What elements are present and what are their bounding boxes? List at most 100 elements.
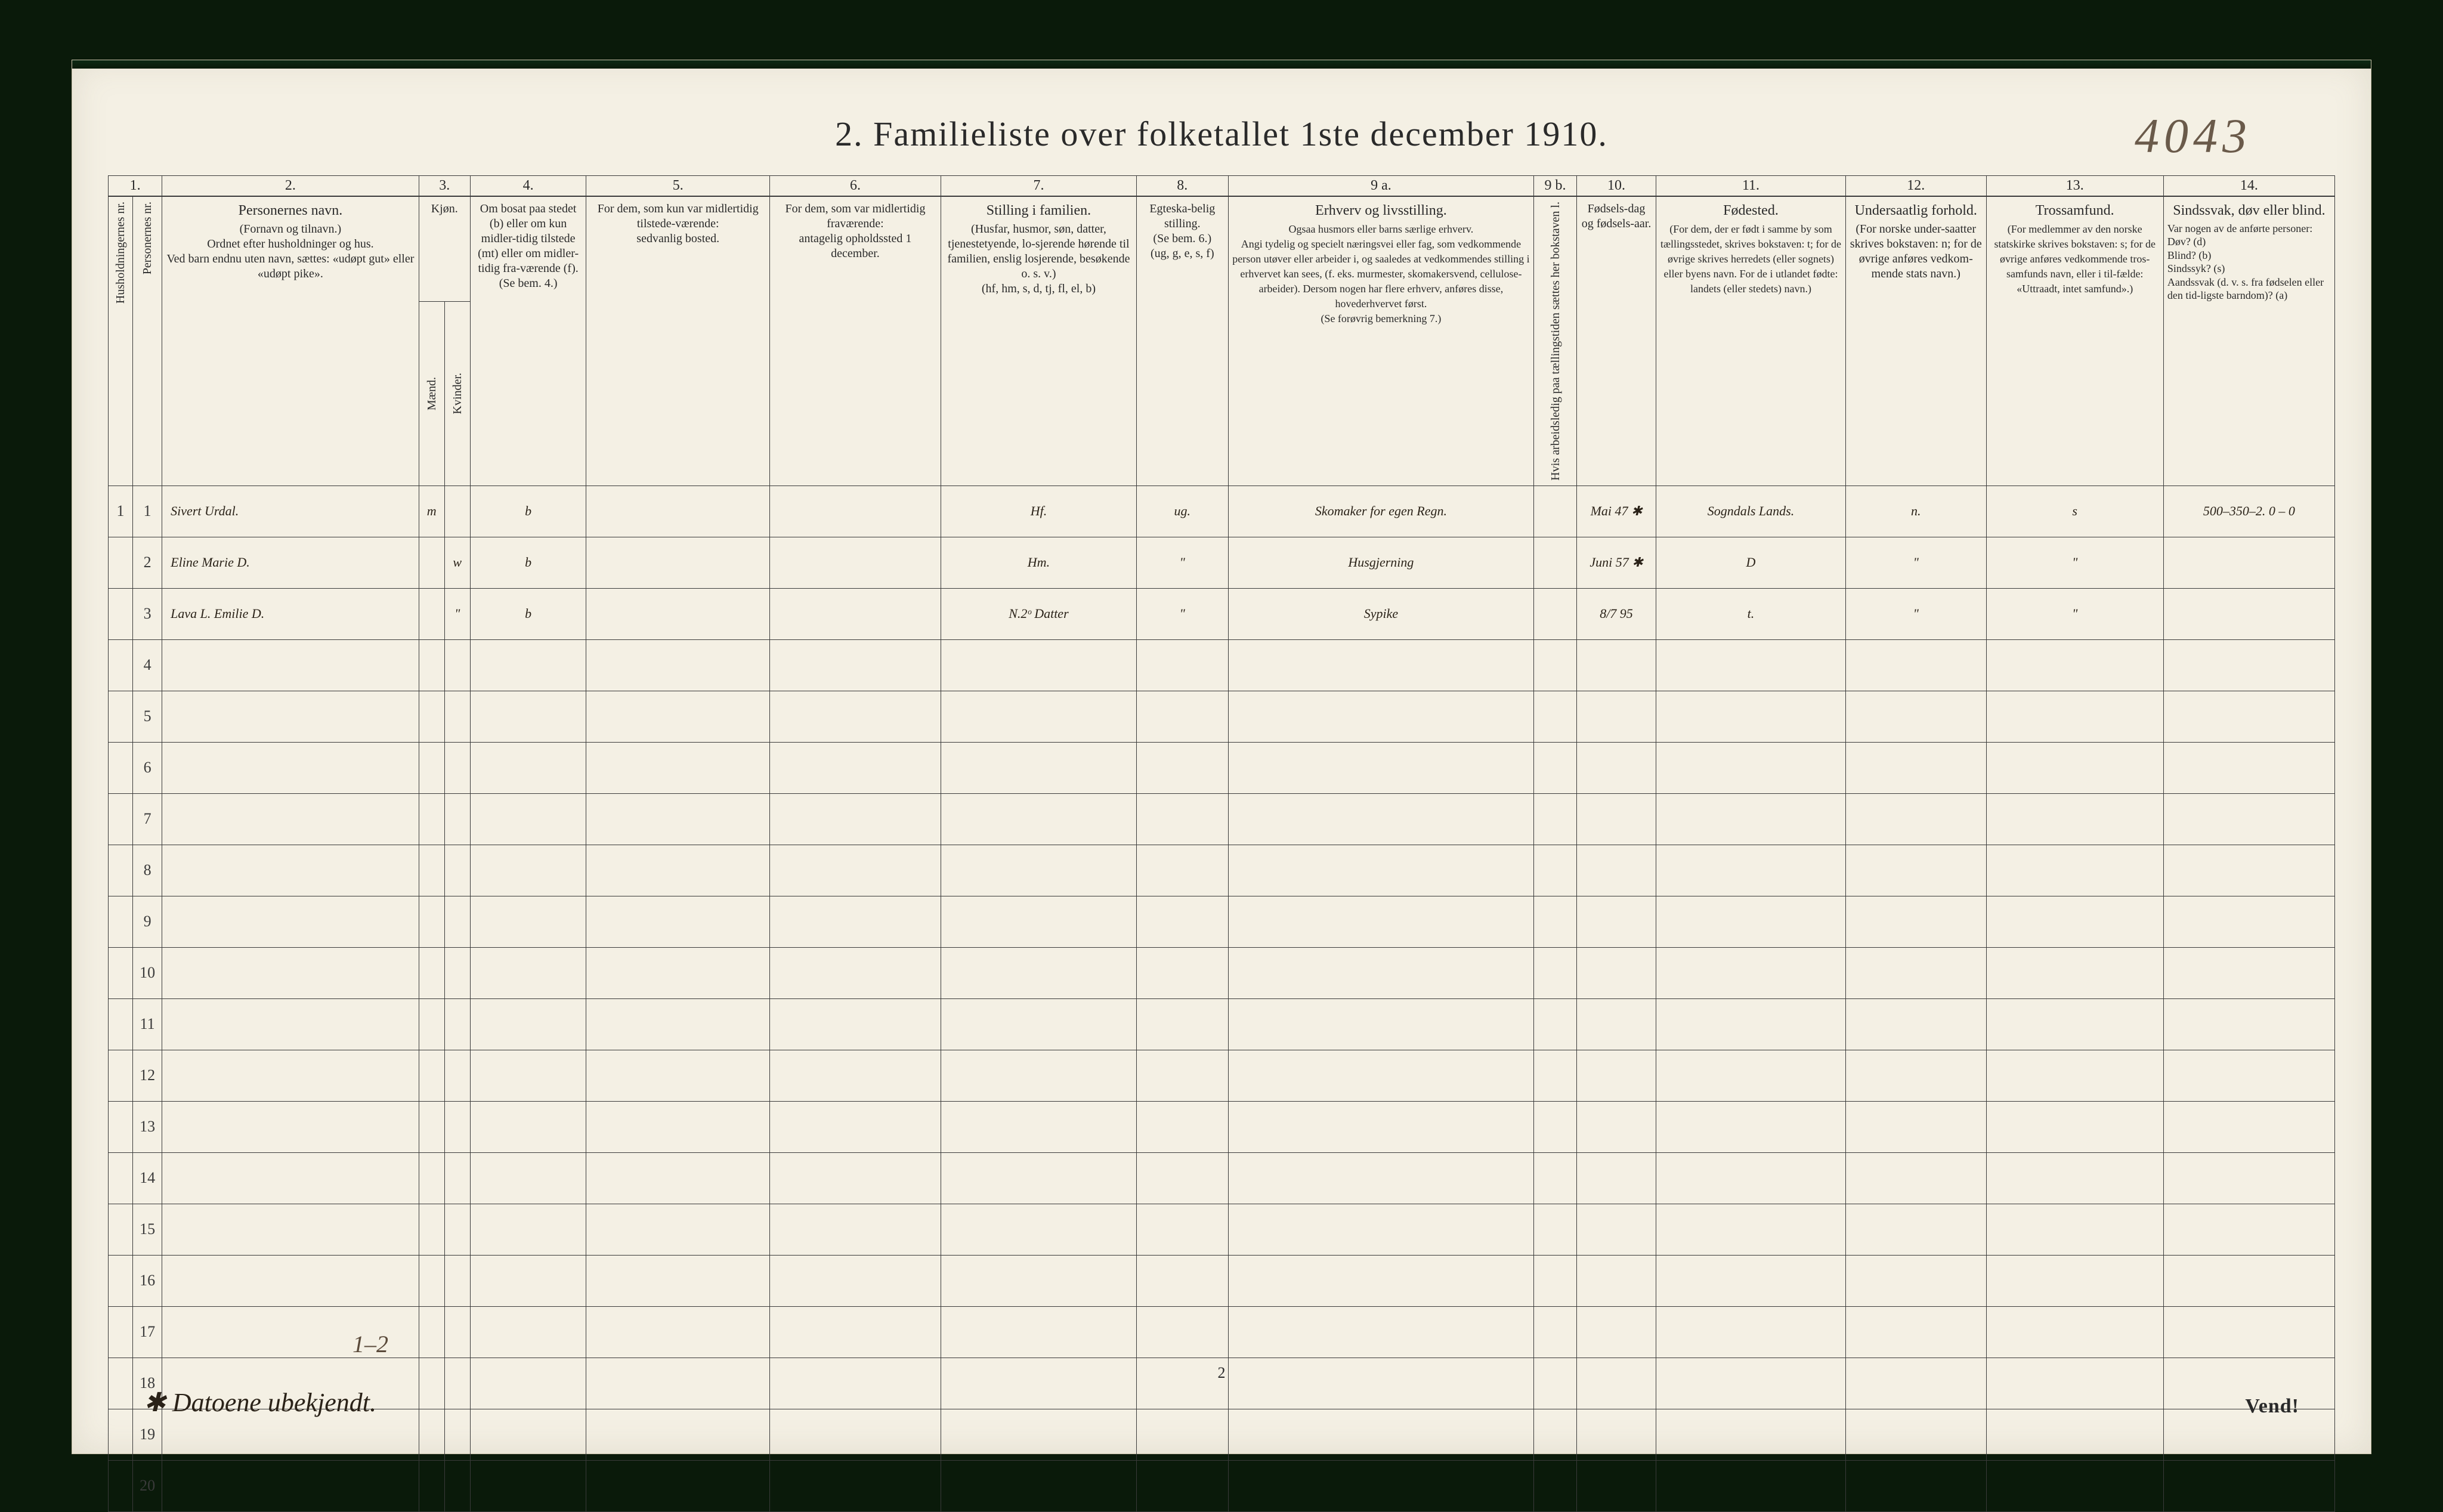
cell-occupation: Husgjerning <box>1228 537 1533 588</box>
cell-sex-m <box>419 537 444 588</box>
cell-temp-present <box>586 1101 769 1152</box>
hdr-citizenship: Undersaatlig forhold.(For norske under-s… <box>1845 196 1986 486</box>
cell-religion <box>1986 639 2163 691</box>
cell-birthdate <box>1576 1358 1656 1409</box>
cell-name: Eline Marie D. <box>162 537 419 588</box>
cell-residence-status <box>470 1101 586 1152</box>
cell-sex-k: w <box>444 537 470 588</box>
cell-household-nr <box>109 947 133 998</box>
cell-sex-k <box>444 691 470 742</box>
cell-unemployed <box>1534 1255 1577 1306</box>
table-row: 14 <box>109 1152 2335 1204</box>
cell-unemployed <box>1534 1050 1577 1101</box>
cell-birthdate <box>1576 1409 1656 1460</box>
cell-family-position <box>941 896 1136 947</box>
table-row: 17 <box>109 1306 2335 1358</box>
table-row: 4 <box>109 639 2335 691</box>
cell-sex-k <box>444 1152 470 1204</box>
cell-birthdate <box>1576 947 1656 998</box>
cell-religion <box>1986 1204 2163 1255</box>
cell-sex-m <box>419 588 444 639</box>
cell-residence-status <box>470 1204 586 1255</box>
hdr-marital-status: Egteska-belig stilling. (Se bem. 6.) (ug… <box>1136 196 1228 486</box>
hdr-family-position: Stilling i familien.(Husfar, husmor, søn… <box>941 196 1136 486</box>
cell-citizenship <box>1845 1255 1986 1306</box>
cell-residence-status <box>470 793 586 845</box>
cell-household-nr <box>109 639 133 691</box>
cell-religion <box>1986 1152 2163 1204</box>
cell-unemployed <box>1534 639 1577 691</box>
cell-birthdate <box>1576 1255 1656 1306</box>
cell-household-nr <box>109 998 133 1050</box>
cell-citizenship <box>1845 793 1986 845</box>
cell-residence-status: b <box>470 588 586 639</box>
cell-temp-absent <box>769 537 941 588</box>
cell-person-nr: 5 <box>132 691 162 742</box>
hdr-temp-absent: For dem, som var midlertidig fraværende:… <box>769 196 941 486</box>
cell-birthplace <box>1656 1460 1846 1511</box>
cell-residence-status <box>470 1358 586 1409</box>
cell-marital-status <box>1136 793 1228 845</box>
cell-name <box>162 1255 419 1306</box>
cell-unemployed <box>1534 486 1577 537</box>
cell-occupation: Sypike <box>1228 588 1533 639</box>
cell-family-position <box>941 1204 1136 1255</box>
cell-family-position <box>941 742 1136 793</box>
cell-birthdate <box>1576 998 1656 1050</box>
cell-birthplace <box>1656 1152 1846 1204</box>
cell-marital-status <box>1136 896 1228 947</box>
cell-temp-present <box>586 1409 769 1460</box>
cell-religion: " <box>1986 537 2163 588</box>
cell-citizenship <box>1845 896 1986 947</box>
cell-sex-k <box>444 998 470 1050</box>
cell-temp-absent <box>769 845 941 896</box>
hdr-unemployed: Hvis arbeidsledig paa tællingstiden sætt… <box>1534 196 1577 486</box>
cell-marital-status <box>1136 1460 1228 1511</box>
cell-occupation <box>1228 639 1533 691</box>
colnum-13: 13. <box>1986 176 2163 196</box>
cell-residence-status <box>470 1152 586 1204</box>
cell-unemployed <box>1534 537 1577 588</box>
cell-family-position <box>941 845 1136 896</box>
cell-temp-absent <box>769 998 941 1050</box>
cell-disability <box>2163 1306 2334 1358</box>
cell-unemployed <box>1534 845 1577 896</box>
cell-residence-status <box>470 947 586 998</box>
cell-sex-m <box>419 1050 444 1101</box>
cell-marital-status <box>1136 1255 1228 1306</box>
table-row: 12 <box>109 1050 2335 1101</box>
cell-household-nr <box>109 1152 133 1204</box>
cell-religion <box>1986 1050 2163 1101</box>
cell-citizenship: n. <box>1845 486 1986 537</box>
cell-temp-present <box>586 998 769 1050</box>
cell-unemployed <box>1534 998 1577 1050</box>
cell-person-nr: 9 <box>132 896 162 947</box>
cell-birthplace <box>1656 947 1846 998</box>
cell-citizenship: " <box>1845 537 1986 588</box>
cell-birthplace <box>1656 639 1846 691</box>
cell-religion <box>1986 742 2163 793</box>
cell-citizenship <box>1845 845 1986 896</box>
cell-disability <box>2163 1460 2334 1511</box>
cell-occupation <box>1228 1460 1533 1511</box>
cell-unemployed <box>1534 1204 1577 1255</box>
cell-unemployed <box>1534 1409 1577 1460</box>
cell-person-nr: 3 <box>132 588 162 639</box>
cell-sex-k <box>444 1460 470 1511</box>
cell-name <box>162 1101 419 1152</box>
document-page: 4043 2. Familieliste over folketallet 1s… <box>72 60 2371 1454</box>
cell-sex-k <box>444 845 470 896</box>
cell-sex-k <box>444 1101 470 1152</box>
page-number: 2 <box>1218 1364 1226 1382</box>
table-row: 16 <box>109 1255 2335 1306</box>
table-row: 3Lava L. Emilie D."bN.2ᵒ Datter"Sypike8/… <box>109 588 2335 639</box>
footnote-left: ✱ Datoene ubekjendt. <box>144 1387 376 1418</box>
colnum-9a: 9 a. <box>1228 176 1533 196</box>
cell-disability <box>2163 1204 2334 1255</box>
cell-religion <box>1986 845 2163 896</box>
cell-name <box>162 998 419 1050</box>
cell-marital-status <box>1136 1204 1228 1255</box>
cell-birthplace <box>1656 1306 1846 1358</box>
cell-unemployed <box>1534 1460 1577 1511</box>
cell-household-nr <box>109 896 133 947</box>
